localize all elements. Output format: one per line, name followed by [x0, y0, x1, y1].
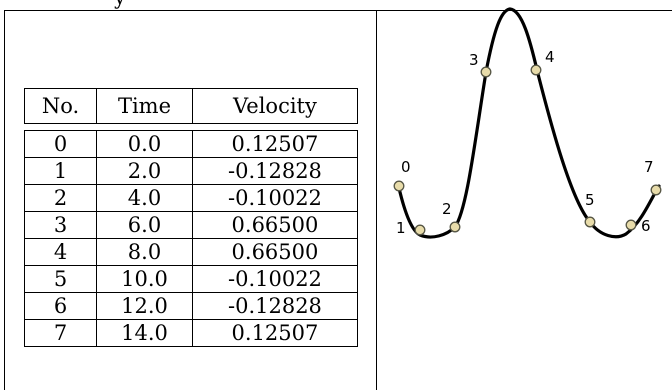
- cell-no: 0: [23, 130, 98, 158]
- cell-no: 1: [23, 157, 98, 185]
- curve-point-marker: [584, 216, 596, 228]
- curve-point-marker: [625, 219, 637, 231]
- velocity-curve-diagram: 0 1 2 3 4 5 6 7: [393, 7, 662, 239]
- table-header-row: No. Time Velocity: [23, 88, 359, 124]
- cell-time: 2.0: [96, 157, 193, 185]
- cell-time: 8.0: [96, 238, 193, 266]
- cell-velocity: 0.12507: [191, 130, 359, 158]
- cell-velocity: -0.10022: [191, 265, 359, 293]
- header-gap: [24, 123, 358, 131]
- cell-velocity: -0.10022: [191, 184, 359, 212]
- cell-no: 7: [23, 319, 98, 347]
- table-row: 5 10.0 -0.10022: [23, 265, 359, 293]
- outer-table-border: [4, 10, 672, 390]
- curve-point-label: 6: [641, 217, 651, 235]
- table-row: 6 12.0 -0.12828: [23, 292, 359, 320]
- table-row: 2 4.0 -0.10022: [23, 184, 359, 212]
- cell-time: 14.0: [96, 319, 193, 347]
- velocity-table-container: No. Time Velocity 0 0.0 0.12507 1 2.0 -0.1282…: [23, 88, 359, 347]
- header-velocity: Velocity: [191, 88, 359, 124]
- table-row: 0 0.0 0.12507: [23, 130, 359, 158]
- table-body: 0 0.0 0.12507 1 2.0 -0.12828 2 4.0 -0.10022 3 6.0 0…: [23, 130, 359, 347]
- curve-point-label: 2: [442, 200, 452, 218]
- curve-point-marker: [650, 184, 662, 196]
- header-time: Time: [96, 88, 193, 124]
- velocity-curve: [397, 7, 661, 239]
- curve-point-label: 1: [396, 219, 406, 237]
- curve-point-label: 7: [644, 158, 654, 176]
- cell-time: 4.0: [96, 184, 193, 212]
- curve-point-marker: [449, 221, 461, 233]
- cell-no: 6: [23, 292, 98, 320]
- table-row: 4 8.0 0.66500: [23, 238, 359, 266]
- cell-time: 12.0: [96, 292, 193, 320]
- cell-no: 5: [23, 265, 98, 293]
- curve-point-label: 5: [585, 191, 595, 209]
- cell-velocity: -0.12828: [191, 292, 359, 320]
- cell-velocity: 0.12507: [191, 319, 359, 347]
- cell-velocity: 0.66500: [191, 238, 359, 266]
- cell-velocity: 0.66500: [191, 211, 359, 239]
- table-row: 1 2.0 -0.12828: [23, 157, 359, 185]
- cell-no: 3: [23, 211, 98, 239]
- cell-no: 4: [23, 238, 98, 266]
- cell-time: 10.0: [96, 265, 193, 293]
- caption-fragment: y: [114, 0, 126, 8]
- curve-point-label: 3: [469, 51, 479, 69]
- curve-point-label: 0: [401, 158, 411, 176]
- curve-point-marker: [414, 224, 426, 236]
- cell-time: 0.0: [96, 130, 193, 158]
- cell-no: 2: [23, 184, 98, 212]
- table-row: 3 6.0 0.66500: [23, 211, 359, 239]
- outer-table-divider: [376, 10, 377, 390]
- curve-points: 0 1 2 3 4 5 6 7: [393, 48, 662, 237]
- curve-point-marker: [480, 66, 492, 78]
- velocity-table: No. Time Velocity 0 0.0 0.12507 1 2.0 -0.1282…: [23, 88, 359, 347]
- curve-point-marker: [393, 180, 405, 192]
- curve-point-label: 4: [545, 48, 555, 66]
- cell-velocity: -0.12828: [191, 157, 359, 185]
- header-no: No.: [23, 88, 98, 124]
- cell-time: 6.0: [96, 211, 193, 239]
- table-row: 7 14.0 0.12507: [23, 319, 359, 347]
- curve-point-marker: [530, 64, 542, 76]
